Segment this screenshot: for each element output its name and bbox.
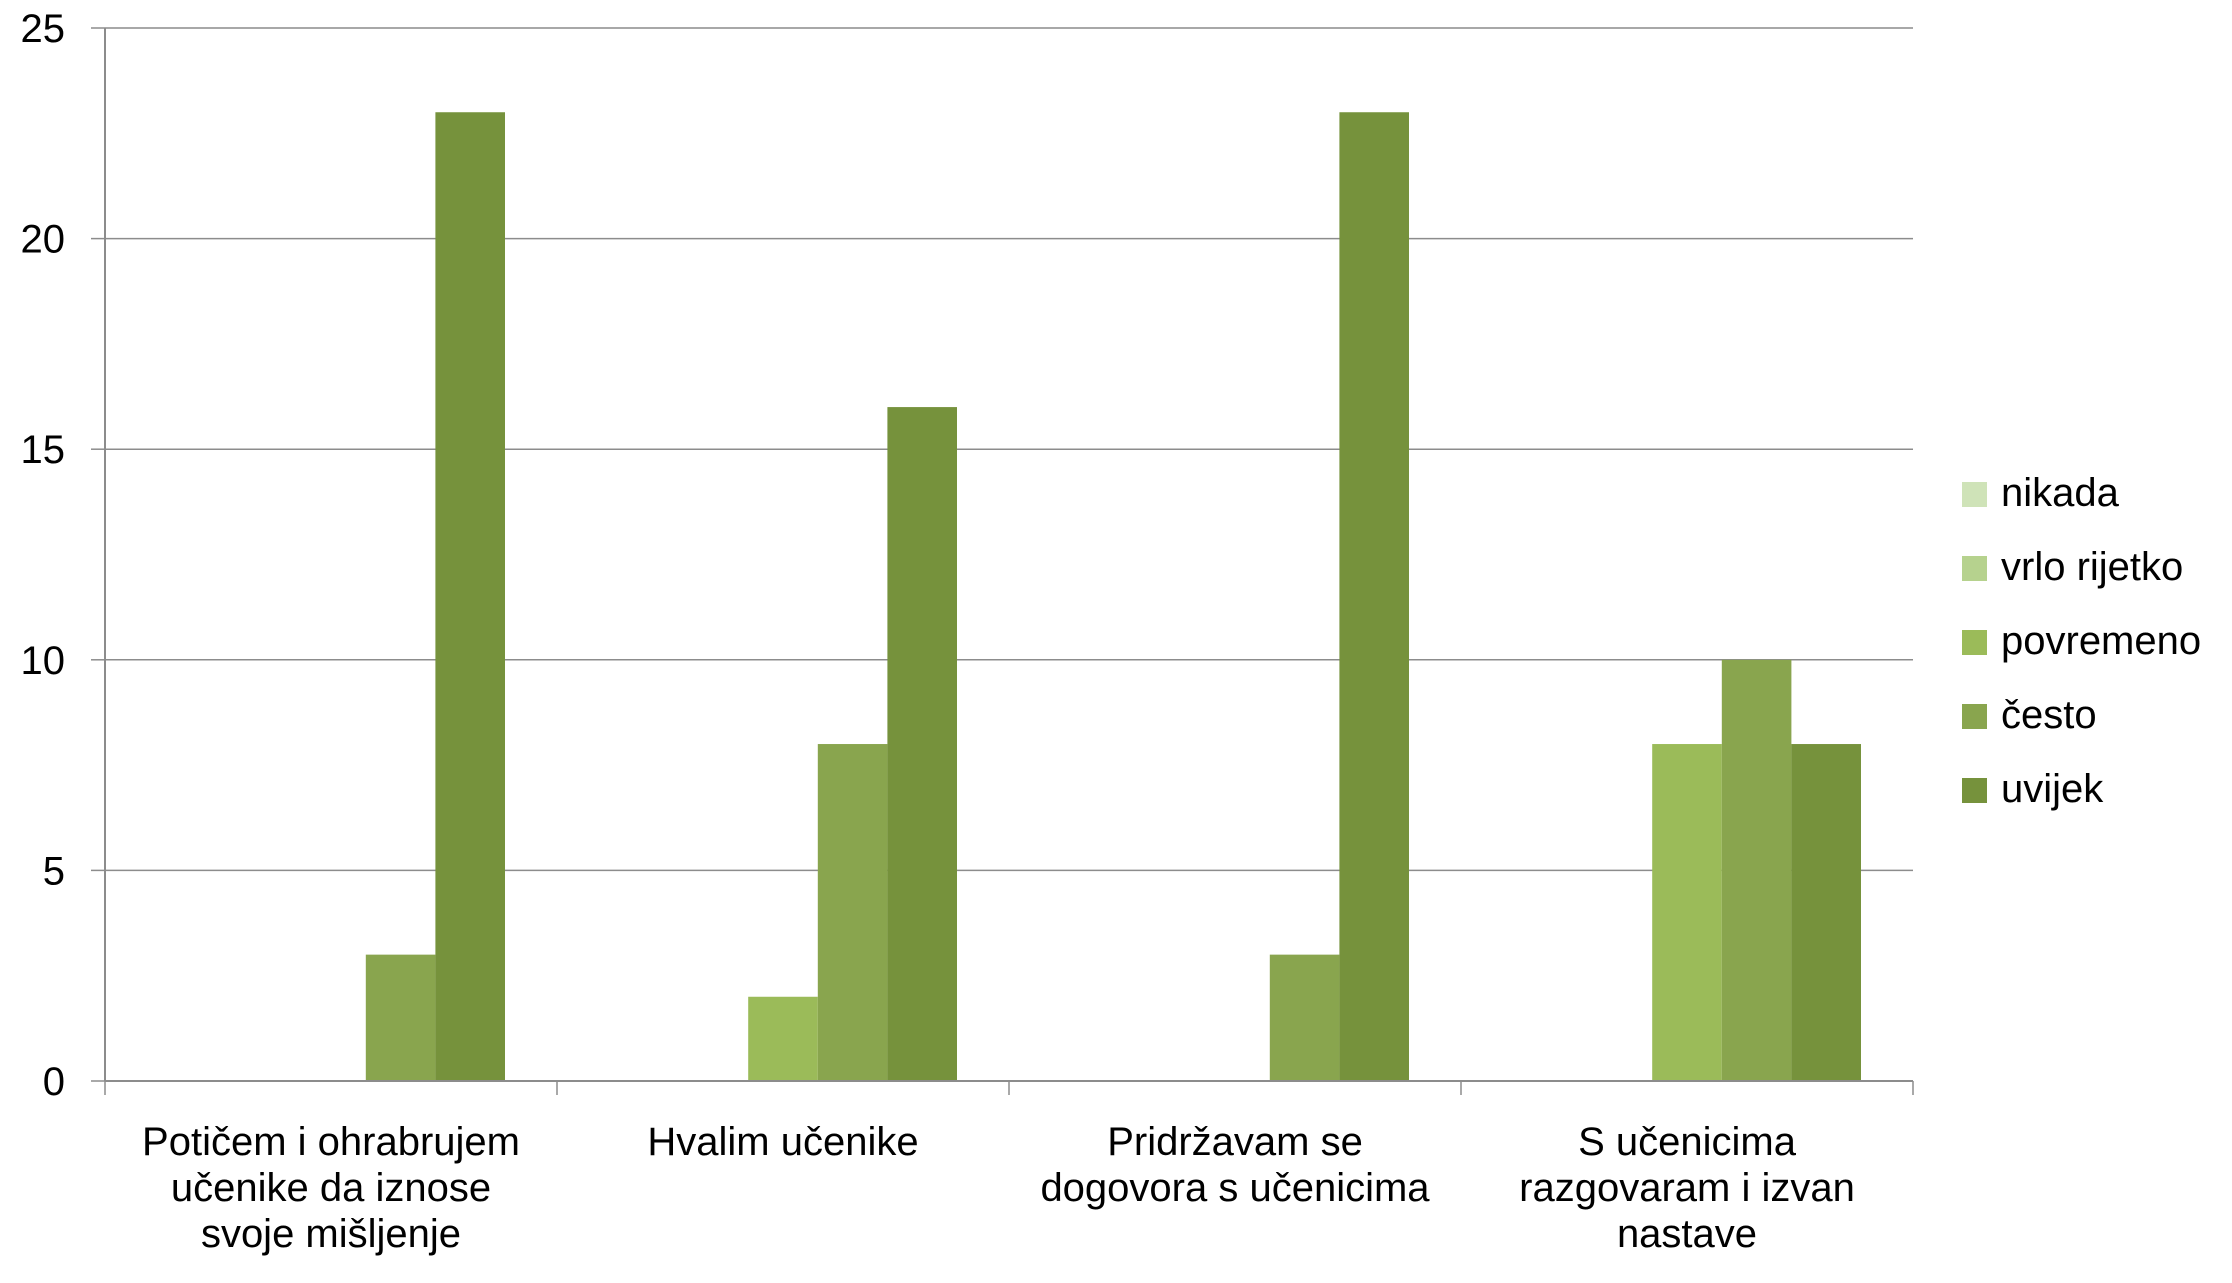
x-category-label-line: Hvalim učenike	[647, 1120, 918, 1164]
legend-label: često	[2001, 693, 2097, 737]
y-tick-label: 25	[21, 7, 66, 51]
gridlines	[105, 27, 1913, 872]
y-tick-labels: 0 5 10 15 20 25	[21, 7, 66, 1104]
x-category-label: Potičem i ohrabrujem učenike da iznose svo…	[142, 1120, 520, 1256]
bar-povremeno	[748, 996, 818, 1081]
x-category-label-line: nastave	[1617, 1212, 1757, 1256]
bar-često	[817, 744, 888, 1081]
legend: nikada vrlo rijetko povremeno često uvijek	[1962, 471, 2201, 811]
legend-swatch	[1962, 556, 1987, 581]
bar-često	[1269, 954, 1340, 1081]
x-category-label-line: razgovaram i izvan	[1519, 1166, 1855, 1210]
x-category-label-line: Potičem i ohrabrujem	[142, 1120, 520, 1164]
x-category-label-line: S učenicima	[1578, 1120, 1797, 1164]
bar-uvijek	[435, 112, 505, 1082]
y-tick-label: 15	[21, 428, 66, 472]
legend-label: povremeno	[2001, 619, 2201, 663]
x-category-label-line: učenike da iznose	[171, 1166, 491, 1210]
y-tick-label: 20	[21, 218, 66, 262]
x-category-labels: Potičem i ohrabrujem učenike da iznose svo…	[142, 1120, 1855, 1256]
x-category-label: S učenicima razgovaram i izvan nastave	[1519, 1120, 1855, 1256]
y-tick-label: 0	[43, 1060, 65, 1104]
legend-swatch	[1962, 630, 1987, 655]
bar-povremeno	[1652, 744, 1722, 1081]
x-category-label-line: svoje mišljenje	[201, 1212, 461, 1256]
legend-label: uvijek	[2001, 767, 2104, 811]
bars	[365, 112, 1861, 1082]
x-category-label: Pridržavam se dogovora s učenicima	[1040, 1120, 1430, 1210]
bar-uvijek	[1339, 112, 1409, 1082]
y-tick-label: 5	[43, 849, 65, 893]
bar-uvijek	[887, 407, 957, 1082]
legend-swatch	[1962, 704, 1987, 729]
x-category-label-line: dogovora s učenicima	[1040, 1166, 1430, 1210]
bar-često	[1721, 659, 1792, 1081]
x-category-label: Hvalim učenike	[647, 1120, 918, 1164]
y-tick-label: 10	[21, 639, 66, 683]
legend-swatch	[1962, 778, 1987, 803]
x-category-label-line: Pridržavam se	[1107, 1120, 1363, 1164]
bar-uvijek	[1791, 744, 1861, 1081]
axes	[91, 27, 1914, 1095]
legend-swatch	[1962, 482, 1987, 507]
bar-često	[365, 954, 436, 1081]
legend-label: nikada	[2001, 471, 2120, 515]
legend-label: vrlo rijetko	[2001, 545, 2183, 589]
